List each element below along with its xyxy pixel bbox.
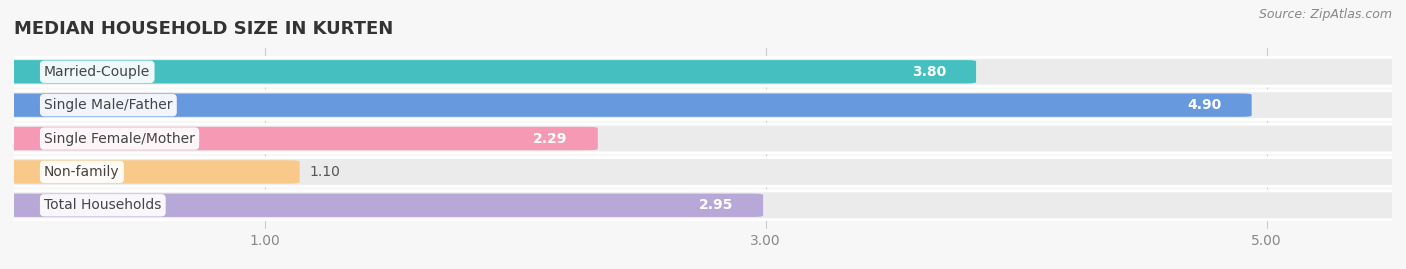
FancyBboxPatch shape: [4, 194, 763, 217]
Text: 4.90: 4.90: [1187, 98, 1222, 112]
FancyBboxPatch shape: [4, 58, 1402, 86]
FancyBboxPatch shape: [4, 158, 1402, 186]
Text: Married-Couple: Married-Couple: [44, 65, 150, 79]
Text: 1.10: 1.10: [309, 165, 340, 179]
Text: Non-family: Non-family: [44, 165, 120, 179]
FancyBboxPatch shape: [4, 191, 1402, 220]
Text: Single Male/Father: Single Male/Father: [44, 98, 173, 112]
FancyBboxPatch shape: [4, 60, 976, 83]
FancyBboxPatch shape: [4, 160, 299, 183]
Text: Single Female/Mother: Single Female/Mother: [44, 132, 195, 146]
Text: 2.95: 2.95: [699, 198, 733, 212]
Text: 3.80: 3.80: [911, 65, 946, 79]
Text: MEDIAN HOUSEHOLD SIZE IN KURTEN: MEDIAN HOUSEHOLD SIZE IN KURTEN: [14, 20, 394, 38]
Text: Source: ZipAtlas.com: Source: ZipAtlas.com: [1258, 8, 1392, 21]
FancyBboxPatch shape: [4, 124, 1402, 153]
FancyBboxPatch shape: [4, 91, 1402, 119]
FancyBboxPatch shape: [4, 127, 598, 150]
FancyBboxPatch shape: [4, 94, 1251, 117]
Text: Total Households: Total Households: [44, 198, 162, 212]
Text: 2.29: 2.29: [533, 132, 568, 146]
